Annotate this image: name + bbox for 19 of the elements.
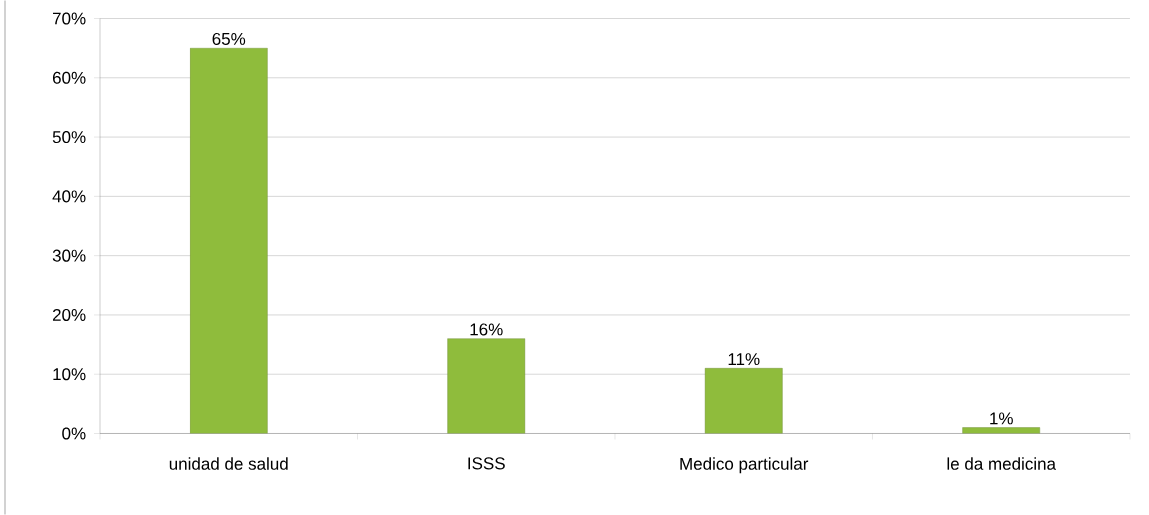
data-label: 1% xyxy=(990,412,1013,425)
bar xyxy=(704,368,783,434)
data-label: 11% xyxy=(728,353,760,366)
x-tick-label: le da medicina xyxy=(947,457,1057,470)
x-tick-label: ISSS xyxy=(468,457,505,470)
y-tick-label: 0% xyxy=(62,427,86,440)
y-tick-label: 70% xyxy=(52,12,86,25)
x-tick-label: Medico particular xyxy=(680,457,809,474)
bar xyxy=(189,47,268,434)
y-tick-label: 60% xyxy=(52,71,86,84)
y-tick-label: 30% xyxy=(52,249,86,262)
data-label: 65% xyxy=(212,32,246,45)
x-tick-label: unidad de salud xyxy=(169,457,288,470)
y-tick-label: 40% xyxy=(52,190,86,203)
y-tick-label: 20% xyxy=(52,308,86,321)
y-tick-label: 10% xyxy=(53,368,86,381)
y-tick-label: 50% xyxy=(52,131,86,144)
data-label: 16% xyxy=(470,323,503,336)
bar xyxy=(447,338,526,434)
